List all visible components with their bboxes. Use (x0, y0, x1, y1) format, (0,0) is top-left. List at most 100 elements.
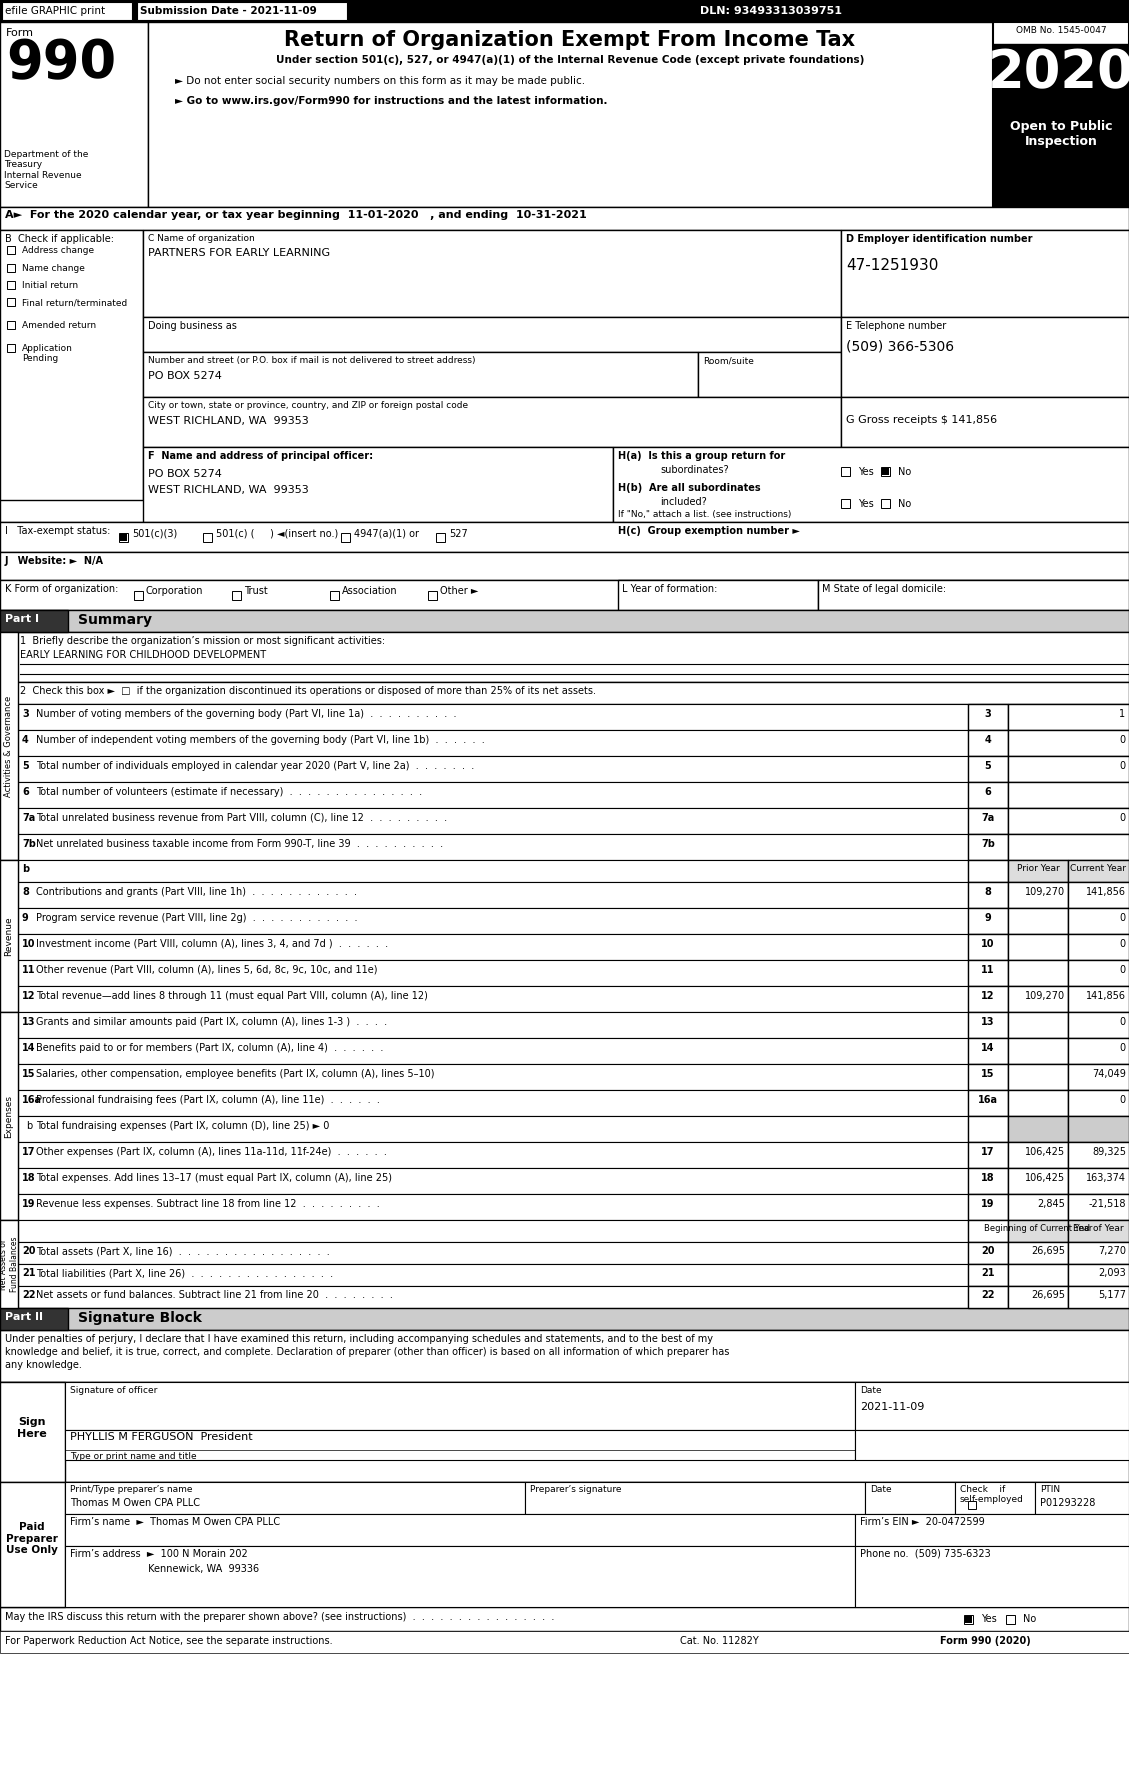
Text: Phone no.  (509) 735-6323: Phone no. (509) 735-6323 (860, 1549, 991, 1558)
Text: 21: 21 (21, 1268, 35, 1279)
Bar (968, 987, 1008, 1012)
Text: 11: 11 (21, 965, 35, 974)
Text: No: No (1023, 1614, 1036, 1624)
Text: efile GRAPHIC print: efile GRAPHIC print (5, 5, 105, 16)
Text: PARTNERS FOR EARLY LEARNING: PARTNERS FOR EARLY LEARNING (148, 247, 330, 258)
Text: WEST RICHLAND, WA  99353: WEST RICHLAND, WA 99353 (148, 416, 308, 426)
Bar (994, 106, 1129, 208)
Text: included?: included? (660, 496, 707, 507)
Text: self-employed: self-employed (960, 1495, 1024, 1504)
Bar (968, 1195, 1008, 1220)
Text: WEST RICHLAND, WA  99353: WEST RICHLAND, WA 99353 (148, 485, 308, 494)
Text: 7b: 7b (981, 838, 995, 849)
Text: 106,425: 106,425 (1025, 1146, 1065, 1157)
Text: Date: Date (860, 1386, 882, 1395)
Text: End of Year: End of Year (1073, 1223, 1123, 1232)
Bar (1068, 960, 1129, 987)
Bar (0, 580, 1129, 611)
Text: L Year of formation:: L Year of formation: (622, 584, 717, 595)
Text: Check    if: Check if (960, 1485, 1005, 1494)
Bar (0, 1307, 68, 1331)
Bar (18, 756, 968, 783)
Text: 26,695: 26,695 (1031, 1247, 1065, 1255)
Text: 141,856: 141,856 (1086, 887, 1126, 897)
Bar (18, 1264, 968, 1286)
Bar (819, 580, 1129, 611)
Text: Return of Organization Exempt From Income Tax: Return of Organization Exempt From Incom… (285, 30, 856, 50)
Text: D Employer identification number: D Employer identification number (846, 235, 1033, 244)
Text: 109,270: 109,270 (1025, 887, 1065, 897)
Text: Total fundraising expenses (Part IX, column (D), line 25) ► 0: Total fundraising expenses (Part IX, col… (36, 1121, 330, 1130)
Bar (0, 682, 1129, 704)
Text: C Name of organization: C Name of organization (148, 235, 255, 244)
Bar (881, 498, 890, 507)
Bar (0, 21, 1129, 208)
Text: Name change: Name change (21, 263, 85, 272)
Bar (1008, 704, 1129, 731)
Bar (968, 960, 1008, 987)
Text: 17: 17 (21, 1146, 35, 1157)
Text: Total liabilities (Part X, line 26)  .  .  .  .  .  .  .  .  .  .  .  .  .  .  .: Total liabilities (Part X, line 26) . . … (36, 1268, 333, 1279)
Bar (202, 532, 211, 541)
Text: Number of independent voting members of the governing body (Part VI, line 1b)  .: Number of independent voting members of … (36, 734, 484, 745)
Text: Submission Date - 2021-11-09: Submission Date - 2021-11-09 (140, 5, 317, 16)
Text: 0: 0 (1120, 913, 1126, 922)
Bar (968, 1012, 1008, 1039)
Bar (18, 1220, 968, 1241)
Bar (0, 448, 1129, 521)
Text: PO BOX 5274: PO BOX 5274 (148, 371, 222, 381)
Text: 74,049: 74,049 (1092, 1069, 1126, 1078)
Bar (1008, 908, 1068, 933)
Bar (120, 534, 126, 541)
Bar (525, 1481, 865, 1513)
Text: 16a: 16a (21, 1094, 42, 1105)
Text: Paid
Preparer
Use Only: Paid Preparer Use Only (6, 1522, 58, 1555)
Bar (1035, 1481, 1129, 1513)
Text: 6: 6 (984, 786, 991, 797)
Text: Yes: Yes (858, 500, 874, 509)
Bar (698, 353, 841, 398)
Bar (1008, 1264, 1068, 1286)
Bar (18, 704, 968, 731)
Text: G Gross receipts $ 141,856: G Gross receipts $ 141,856 (846, 416, 997, 424)
Text: Benefits paid to or for members (Part IX, column (A), line 4)  .  .  .  .  .  .: Benefits paid to or for members (Part IX… (36, 1042, 384, 1053)
Text: 501(c) (     ) ◄(insert no.): 501(c) ( ) ◄(insert no.) (216, 528, 339, 539)
Text: 22: 22 (981, 1290, 995, 1300)
Text: Other expenses (Part IX, column (A), lines 11a-11d, 11f-24e)  .  .  .  .  .  .: Other expenses (Part IX, column (A), lin… (36, 1146, 387, 1157)
Text: Cat. No. 11282Y: Cat. No. 11282Y (680, 1635, 759, 1646)
Bar (1008, 1143, 1068, 1168)
Text: Firm’s EIN ►  20-0472599: Firm’s EIN ► 20-0472599 (860, 1517, 984, 1528)
Bar (18, 960, 968, 987)
Bar (882, 467, 889, 475)
Bar (18, 933, 968, 960)
Bar (968, 704, 1008, 731)
Bar (7, 321, 15, 330)
Bar (0, 632, 18, 860)
Bar (968, 1286, 1008, 1307)
Bar (65, 1481, 525, 1513)
Bar (865, 1481, 955, 1513)
Text: 5: 5 (21, 761, 28, 770)
Text: 7,270: 7,270 (1099, 1247, 1126, 1255)
Bar (341, 532, 350, 541)
Bar (968, 731, 1008, 756)
Text: P01293228: P01293228 (1040, 1497, 1095, 1508)
Text: Part I: Part I (5, 614, 40, 623)
Text: 8: 8 (984, 887, 991, 897)
Text: Application
Pending: Application Pending (21, 344, 73, 364)
Bar (143, 353, 698, 398)
Text: K Form of organization:: K Form of organization: (5, 584, 119, 595)
Text: 10: 10 (21, 938, 35, 949)
Text: 2020: 2020 (988, 47, 1129, 99)
Text: Total unrelated business revenue from Part VIII, column (C), line 12  .  .  .  .: Total unrelated business revenue from Pa… (36, 813, 447, 824)
Text: E Telephone number: E Telephone number (846, 321, 946, 331)
Text: 12: 12 (21, 990, 35, 1001)
Bar (7, 281, 15, 288)
Text: 21: 21 (981, 1268, 995, 1279)
Text: Total assets (Part X, line 16)  .  .  .  .  .  .  .  .  .  .  .  .  .  .  .  .  : Total assets (Part X, line 16) . . . . .… (36, 1247, 330, 1255)
Bar (0, 611, 1129, 632)
Bar (18, 987, 968, 1012)
Bar (968, 1039, 1008, 1064)
Text: For Paperwork Reduction Act Notice, see the separate instructions.: For Paperwork Reduction Act Notice, see … (5, 1635, 333, 1646)
Bar (18, 1195, 968, 1220)
